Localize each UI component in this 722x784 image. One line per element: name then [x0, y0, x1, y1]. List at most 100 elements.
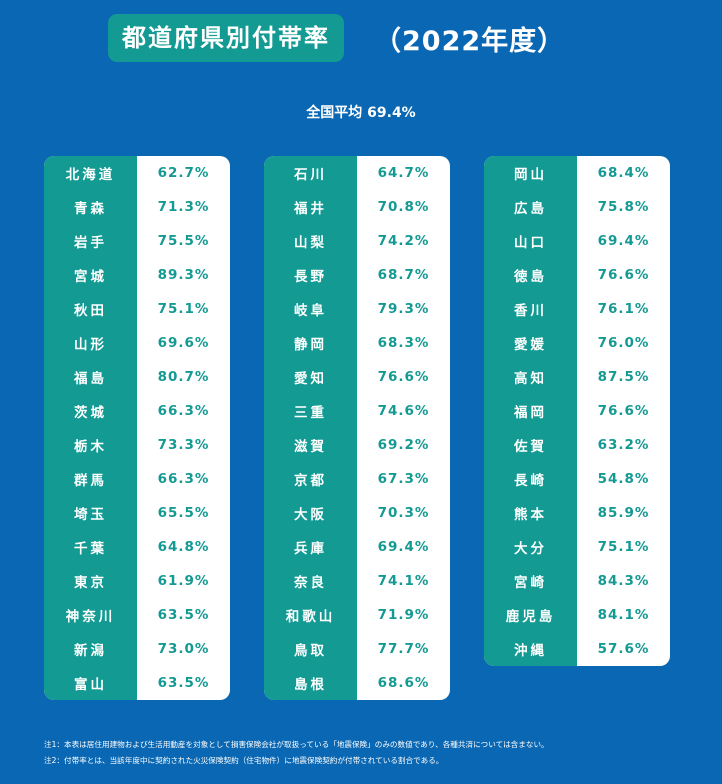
rate-value: 87.5% — [597, 369, 650, 385]
rate-value: 76.6% — [597, 267, 650, 283]
prefecture-name: 石川 — [294, 167, 327, 183]
rate-value: 76.6% — [377, 369, 430, 385]
prefecture-name: 宮城 — [74, 269, 107, 285]
table-row: 大分 75.1% — [484, 530, 670, 564]
prefecture-name: 秋田 — [74, 303, 107, 319]
table-row: 福島 80.7% — [44, 360, 230, 394]
prefecture-name: 岡山 — [514, 167, 547, 183]
prefecture-name: 北海道 — [65, 167, 116, 183]
prefecture-column-bg — [44, 156, 137, 700]
table-row: 埼玉 65.5% — [44, 496, 230, 530]
rate-value: 75.1% — [157, 301, 210, 317]
prefecture-name: 山梨 — [294, 235, 327, 251]
rate-value: 63.5% — [157, 607, 210, 623]
rate-table-column-2: 石川 64.7% 福井 70.8% 山梨 74.2% 長野 68.7% 岐阜 79.3% 静岡 68.… — [264, 156, 450, 700]
prefecture-name: 沖縄 — [514, 643, 547, 659]
rate-value: 64.8% — [157, 539, 210, 555]
prefecture-name: 奈良 — [294, 575, 327, 591]
prefecture-name: 三重 — [294, 405, 327, 421]
table-row: 青森 71.3% — [44, 190, 230, 224]
rate-value: 75.1% — [597, 539, 650, 555]
rate-value: 74.2% — [377, 233, 430, 249]
table-row: 宮城 89.3% — [44, 258, 230, 292]
prefecture-name: 静岡 — [294, 337, 327, 353]
year-label: （2022年度） — [374, 25, 566, 57]
rate-value: 69.2% — [377, 437, 430, 453]
table-row: 新潟 73.0% — [44, 632, 230, 666]
prefecture-name: 愛知 — [294, 371, 327, 387]
table-row: 神奈川 63.5% — [44, 598, 230, 632]
table-row: 東京 61.9% — [44, 564, 230, 598]
prefecture-name: 岐阜 — [294, 303, 327, 319]
prefecture-name: 東京 — [74, 575, 107, 591]
table-row: 富山 63.5% — [44, 666, 230, 700]
table-row: 福井 70.8% — [264, 190, 450, 224]
rate-value: 57.6% — [597, 641, 650, 657]
table-row: 群馬 66.3% — [44, 462, 230, 496]
rate-value: 75.8% — [597, 199, 650, 215]
rate-value: 71.3% — [157, 199, 210, 215]
table-row: 長崎 54.8% — [484, 462, 670, 496]
table-row: 京都 67.3% — [264, 462, 450, 496]
prefecture-name: 栃木 — [74, 439, 107, 455]
rate-value: 74.1% — [377, 573, 430, 589]
table-row: 北海道 62.7% — [44, 156, 230, 190]
prefecture-name: 広島 — [514, 201, 547, 217]
prefecture-name: 鹿児島 — [505, 609, 556, 625]
rate-value: 64.7% — [377, 165, 430, 181]
prefecture-name: 徳島 — [514, 269, 547, 285]
table-row: 愛知 76.6% — [264, 360, 450, 394]
prefecture-name: 大分 — [514, 541, 547, 557]
table-row: 滋賀 69.2% — [264, 428, 450, 462]
prefecture-name: 新潟 — [74, 643, 107, 659]
prefecture-name: 香川 — [514, 303, 547, 319]
rate-value: 69.4% — [377, 539, 430, 555]
prefecture-name: 神奈川 — [65, 609, 116, 625]
rate-value: 84.1% — [597, 607, 650, 623]
table-row: 奈良 74.1% — [264, 564, 450, 598]
prefecture-name: 山形 — [74, 337, 107, 353]
table-row: 愛媛 76.0% — [484, 326, 670, 360]
table-row: 山口 69.4% — [484, 224, 670, 258]
prefecture-name: 岩手 — [74, 235, 107, 251]
table-row: 沖縄 57.6% — [484, 632, 670, 666]
prefecture-name: 兵庫 — [294, 541, 327, 557]
rate-value: 66.3% — [157, 403, 210, 419]
table-row: 岡山 68.4% — [484, 156, 670, 190]
prefecture-name: 鳥取 — [294, 643, 327, 659]
prefecture-name: 青森 — [74, 201, 107, 217]
table-row: 和歌山 71.9% — [264, 598, 450, 632]
prefecture-name: 熊本 — [514, 507, 547, 523]
prefecture-name: 福岡 — [514, 405, 547, 421]
prefecture-name: 群馬 — [74, 473, 107, 489]
prefecture-name: 埼玉 — [74, 507, 107, 523]
table-row: 岐阜 79.3% — [264, 292, 450, 326]
table-row: 宮崎 84.3% — [484, 564, 670, 598]
footnote-2: 注2：付帯率とは、当該年度中に契約された火災保険契約（住宅物件）に地震保険契約が… — [44, 756, 444, 765]
rate-value: 63.2% — [597, 437, 650, 453]
table-row: 福岡 76.6% — [484, 394, 670, 428]
rate-value: 69.4% — [597, 233, 650, 249]
table-row: 山梨 74.2% — [264, 224, 450, 258]
rate-value: 63.5% — [157, 675, 210, 691]
rate-value: 77.7% — [377, 641, 430, 657]
prefecture-name: 京都 — [294, 473, 327, 489]
table-row: 兵庫 69.4% — [264, 530, 450, 564]
rate-value: 89.3% — [157, 267, 210, 283]
rate-value: 73.0% — [157, 641, 210, 657]
prefecture-name: 長崎 — [514, 473, 547, 489]
rate-value: 71.9% — [377, 607, 430, 623]
table-row: 大阪 70.3% — [264, 496, 450, 530]
rate-value: 62.7% — [157, 165, 210, 181]
prefecture-name: 島根 — [294, 677, 327, 693]
table-row: 熊本 85.9% — [484, 496, 670, 530]
prefecture-column-bg — [484, 156, 577, 666]
rate-value: 76.6% — [597, 403, 650, 419]
table-row: 鳥取 77.7% — [264, 632, 450, 666]
rate-value: 76.1% — [597, 301, 650, 317]
prefecture-column-bg — [264, 156, 357, 700]
rate-value: 70.3% — [377, 505, 430, 521]
footnote-1: 注1：本表は居住用建物および生活用動産を対象として損害保険会社が取扱っている「地… — [44, 740, 549, 749]
table-row: 岩手 75.5% — [44, 224, 230, 258]
rate-value: 54.8% — [597, 471, 650, 487]
